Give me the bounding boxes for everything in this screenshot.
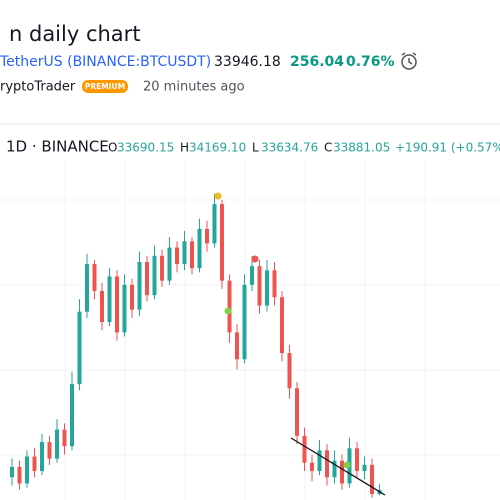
candle-body bbox=[362, 464, 367, 472]
candle-body bbox=[115, 276, 119, 333]
candle-body bbox=[10, 466, 14, 478]
candle-body bbox=[182, 241, 187, 265]
change-pct: 0.76% bbox=[346, 54, 395, 70]
legend-label: C bbox=[324, 141, 332, 155]
candle-body bbox=[287, 353, 292, 389]
trend-line bbox=[290, 437, 386, 496]
legend-label: O bbox=[108, 141, 117, 155]
candle-body bbox=[130, 284, 134, 310]
legend-value: 33634.76 bbox=[261, 141, 318, 155]
alert-icon[interactable] bbox=[401, 52, 417, 70]
candle-body bbox=[167, 247, 172, 281]
candle-body bbox=[235, 332, 239, 360]
candle-body bbox=[152, 255, 157, 296]
candle-body bbox=[265, 270, 269, 306]
candle-body bbox=[40, 442, 44, 472]
candle-body bbox=[77, 311, 82, 385]
marker bbox=[224, 307, 232, 315]
idea-title: n daily chart bbox=[9, 22, 141, 46]
candle-body bbox=[160, 255, 164, 281]
marker bbox=[214, 192, 222, 200]
candle-body bbox=[175, 247, 179, 265]
candle-body bbox=[100, 290, 104, 323]
interval: 1D · BINANCE bbox=[6, 138, 109, 156]
time: 20 minutes ago bbox=[143, 80, 245, 95]
candle-body bbox=[295, 388, 299, 436]
candle-body bbox=[257, 266, 262, 306]
legend-label: L bbox=[252, 141, 259, 155]
candle-body bbox=[197, 228, 202, 269]
legend-label: H bbox=[180, 141, 189, 155]
candle-body bbox=[250, 266, 254, 285]
candle-body bbox=[55, 429, 59, 459]
candle-body bbox=[325, 450, 329, 478]
legend-change: +190.91 (+0.57%) bbox=[395, 141, 500, 155]
grid bbox=[0, 160, 500, 500]
legend-value: 33881.05 bbox=[333, 141, 390, 155]
candle-body bbox=[280, 297, 284, 354]
badge-text: PREMIUM bbox=[85, 82, 125, 91]
candle-body bbox=[370, 464, 374, 494]
candle-body bbox=[317, 450, 322, 472]
candle-body bbox=[62, 429, 67, 447]
candles bbox=[10, 193, 382, 498]
legend-value: 34169.10 bbox=[189, 141, 246, 155]
candle-body bbox=[340, 460, 344, 484]
premium-badge bbox=[82, 80, 128, 93]
candle-body bbox=[212, 204, 217, 244]
candle-body bbox=[17, 466, 22, 484]
author[interactable]: ryptoTrader bbox=[0, 80, 76, 95]
candle-body bbox=[32, 456, 37, 472]
candle-body bbox=[70, 384, 74, 447]
price: 33946.18 bbox=[214, 54, 281, 70]
candle-body bbox=[25, 456, 29, 484]
candle-body bbox=[220, 204, 224, 281]
marker bbox=[251, 255, 259, 263]
candle-body bbox=[310, 462, 314, 472]
candle-body bbox=[145, 262, 149, 296]
candle-body bbox=[302, 435, 307, 463]
candle-body bbox=[85, 264, 89, 312]
candle-body bbox=[122, 284, 127, 333]
marker bbox=[343, 461, 351, 469]
legend-value: 33690.15 bbox=[117, 141, 174, 155]
candle-body bbox=[107, 276, 112, 323]
candle-body bbox=[190, 241, 194, 269]
candle-body bbox=[242, 284, 247, 360]
candle-body bbox=[205, 228, 209, 244]
candle-body bbox=[272, 270, 277, 298]
candle-body bbox=[227, 280, 232, 333]
symbol-link[interactable]: TetherUS (BINANCE:BTCUSDT) bbox=[0, 54, 211, 70]
candle-body bbox=[355, 448, 359, 472]
candle-body bbox=[137, 262, 142, 310]
candle-body bbox=[92, 264, 97, 291]
candle-body bbox=[47, 442, 52, 459]
change: 256.04 bbox=[290, 54, 344, 70]
candle-body bbox=[332, 460, 337, 478]
